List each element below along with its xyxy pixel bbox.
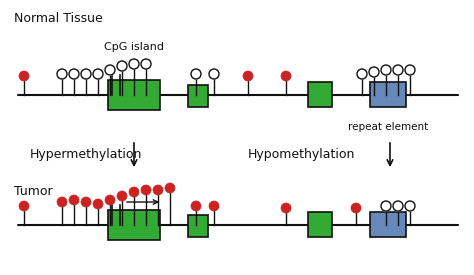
Circle shape [69,195,79,205]
Circle shape [81,69,91,79]
Circle shape [93,69,103,79]
Bar [108,210,160,240]
Circle shape [153,185,163,195]
Circle shape [369,67,379,77]
Bar [308,82,332,107]
Circle shape [69,69,79,79]
Circle shape [381,201,391,211]
Circle shape [165,183,175,193]
Text: Hypomethylation: Hypomethylation [248,148,356,161]
Circle shape [191,201,201,211]
Circle shape [57,69,67,79]
Circle shape [105,65,115,75]
Text: Normal Tissue: Normal Tissue [14,12,103,25]
Circle shape [281,71,291,81]
Circle shape [93,199,103,209]
Text: repeat element: repeat element [348,122,428,132]
Bar [308,212,332,237]
Circle shape [57,197,67,207]
Bar [370,82,406,107]
Circle shape [209,201,219,211]
Circle shape [105,195,115,205]
Text: Tumor: Tumor [14,185,53,198]
Circle shape [405,201,415,211]
Bar [108,80,160,110]
Bar [188,215,208,237]
Circle shape [117,191,127,201]
Circle shape [357,69,367,79]
Circle shape [405,65,415,75]
Circle shape [141,59,151,69]
Circle shape [129,187,139,197]
Circle shape [281,203,291,213]
Circle shape [19,201,29,211]
Circle shape [141,185,151,195]
Circle shape [191,69,201,79]
Circle shape [393,201,403,211]
Text: Hypermethylation: Hypermethylation [30,148,142,161]
Circle shape [393,65,403,75]
Text: CpG island: CpG island [104,42,164,52]
Circle shape [81,197,91,207]
Bar [370,212,406,237]
Circle shape [381,65,391,75]
Circle shape [19,71,29,81]
Circle shape [117,61,127,71]
Circle shape [209,69,219,79]
Circle shape [129,59,139,69]
Bar [188,85,208,107]
Circle shape [243,71,253,81]
Circle shape [351,203,361,213]
